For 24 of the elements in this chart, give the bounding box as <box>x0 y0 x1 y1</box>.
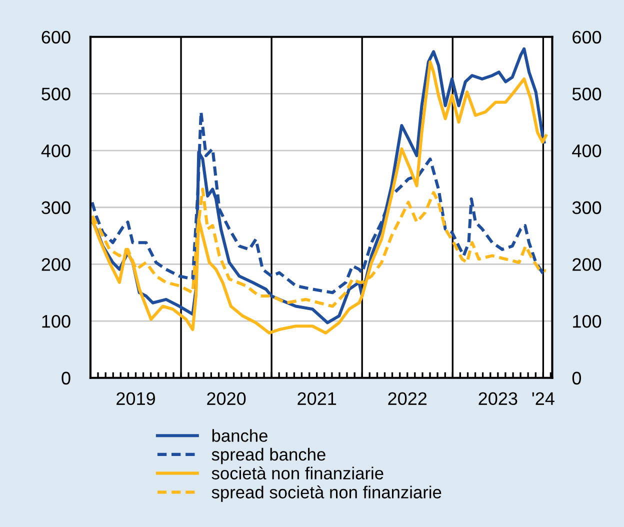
y2-tick-label: 600 <box>572 30 602 44</box>
y-tick-label: 100 <box>42 314 70 328</box>
x-tick-label: 2023 <box>478 392 518 406</box>
legend-label: società non finanziarie <box>212 466 384 480</box>
legend-label: spread società non finanziarie <box>212 485 442 502</box>
y-tick-label: 0 <box>62 372 70 385</box>
y2-tick-label: 500 <box>572 88 602 100</box>
y-tick-label: 400 <box>41 144 70 158</box>
legend-label: banche <box>212 429 268 442</box>
y2-tick-label: 200 <box>572 258 602 271</box>
y-tick-label: 500 <box>42 88 70 100</box>
x-tick-label: 2021 <box>298 392 336 406</box>
y2-tick-label: 0 <box>572 372 582 385</box>
x-tick-label: 2022 <box>388 392 427 406</box>
y2-tick-label: 400 <box>572 144 602 158</box>
y2-tick-label: 100 <box>573 314 602 328</box>
legend-label: spread banche <box>212 448 326 464</box>
y2-tick-label: 300 <box>572 201 602 214</box>
y-tick-label: 300 <box>42 201 70 214</box>
y-tick-label: 200 <box>42 258 70 271</box>
x-tick-label: 2019 <box>116 392 155 406</box>
y-tick-label: 600 <box>42 30 70 44</box>
x-tick-label: 2020 <box>207 392 246 406</box>
x-tick-label: '24 <box>532 392 554 405</box>
